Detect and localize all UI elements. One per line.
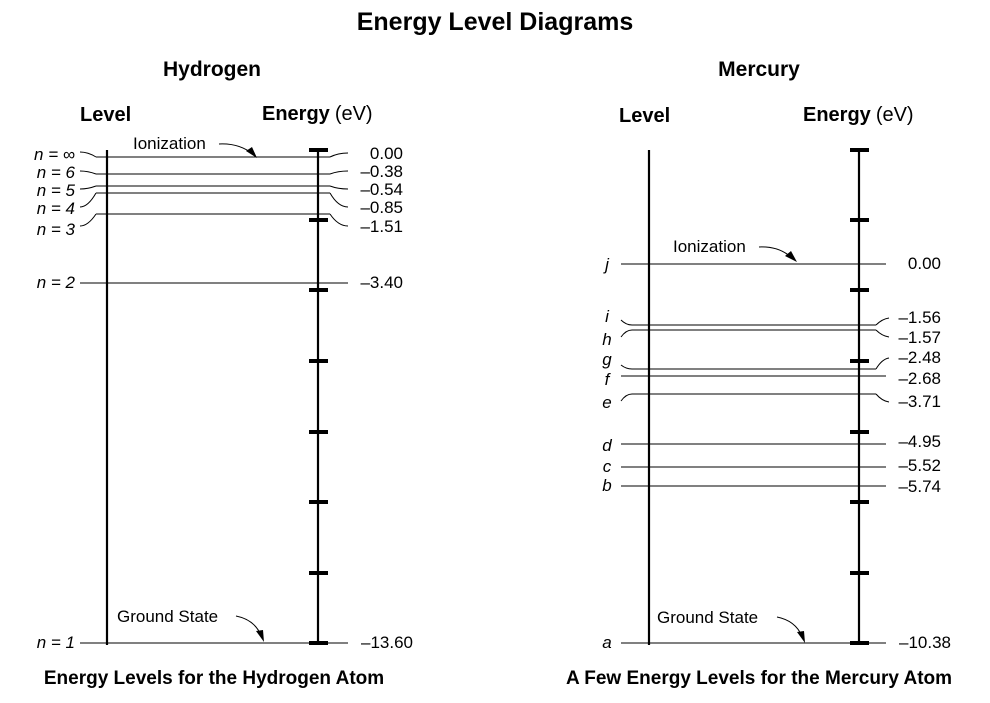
ground-state-arrow-icon (776, 616, 804, 640)
level-energy: –1.51 (360, 217, 403, 236)
mercury-level-b: b –5.74 (602, 476, 941, 496)
level-leader-left (79, 185, 97, 190)
mercury-level-i: i –1.56 (605, 307, 941, 327)
mercury-energy-header: Energy (eV) (803, 104, 914, 126)
mercury-level-h: h –1.57 (602, 328, 941, 349)
hydrogen-energy-word: Energy (262, 103, 331, 125)
ionization-arrowhead-icon (785, 251, 797, 262)
level-leader-left (79, 151, 97, 158)
hydrogen-level-n-6: n = 6 –0.38 (37, 162, 403, 182)
level-energy: 0.00 (370, 144, 403, 163)
level-label: d (602, 436, 612, 455)
hydrogen-caption: Energy Levels for the Hydrogen Atom (44, 668, 384, 689)
hydrogen-level-n-5: n = 5 –0.54 (37, 180, 403, 200)
mercury-level-j: j 0.00 (603, 254, 941, 274)
mercury-diagram: Mercury Level Energy (eV) j 0.00 i –1. (566, 58, 952, 689)
level-leader-left (620, 319, 633, 326)
mercury-ground-state-label: Ground State (657, 608, 758, 627)
hydrogen-level-n-1: n = 1 –13.60 (37, 633, 413, 652)
level-leader-left (620, 393, 633, 402)
level-leader-right (875, 357, 890, 370)
level-label: c (603, 457, 612, 476)
level-leader-right (329, 185, 349, 190)
mercury-level-header: Level (619, 105, 670, 127)
hydrogen-energy-unit: (eV) (335, 103, 373, 125)
hydrogen-ionization-label: Ionization (133, 134, 206, 153)
level-label: n = 2 (37, 273, 76, 292)
mercury-level-c: c –5.52 (603, 456, 941, 476)
hydrogen-level-n-4: n = 4 –0.85 (37, 192, 403, 218)
level-energy: –13.60 (361, 633, 413, 652)
ground-state-arrow-icon (235, 615, 263, 639)
level-label: a (602, 633, 611, 652)
level-energy: –10.38 (899, 633, 951, 652)
level-label: h (602, 330, 611, 349)
level-label: g (602, 350, 612, 369)
level-label: n = ∞ (34, 145, 75, 164)
hydrogen-level-n-3: n = 3 –1.51 (37, 213, 403, 239)
level-label: n = 5 (37, 181, 76, 200)
level-leader-right (875, 317, 890, 326)
hydrogen-title: Hydrogen (163, 58, 261, 81)
ground-state-arrowhead-icon (256, 630, 264, 642)
hydrogen-level-n-2: n = 2 –3.40 (37, 273, 403, 292)
level-leader-right (329, 192, 349, 208)
level-energy: –1.56 (898, 308, 941, 327)
mercury-level-f: f –2.68 (605, 369, 941, 389)
level-leader-right (875, 329, 890, 338)
mercury-level-g: g –2.48 (602, 348, 941, 370)
level-label: e (602, 393, 611, 412)
level-energy: –5.52 (898, 456, 941, 475)
level-energy: –3.71 (898, 392, 941, 411)
level-leader-left (620, 329, 633, 338)
ionization-arrowhead-icon (246, 147, 257, 158)
level-energy: –3.40 (360, 273, 403, 292)
mercury-energy-word: Energy (803, 104, 872, 126)
level-label: i (605, 307, 610, 326)
hydrogen-diagram: Hydrogen Level Energy (eV) n = ∞ 0.00 (34, 58, 413, 689)
level-label: n = 3 (37, 220, 76, 239)
level-leader-left (79, 213, 97, 227)
level-label: j (603, 255, 610, 274)
hydrogen-level-header: Level (80, 104, 131, 126)
page-title: Energy Level Diagrams (357, 8, 634, 36)
level-energy: –0.54 (360, 180, 403, 199)
level-energy: –0.38 (360, 162, 403, 181)
level-label: f (605, 370, 612, 389)
mercury-energy-unit: (eV) (876, 104, 914, 126)
level-leader-left (79, 170, 97, 175)
level-leader-left (620, 364, 633, 370)
ground-state-arrowhead-icon (797, 631, 805, 643)
level-leader-right (329, 152, 349, 158)
mercury-level-d: d –4.95 (602, 432, 941, 455)
level-label: n = 6 (37, 163, 76, 182)
level-label: b (602, 476, 611, 495)
level-label: n = 4 (37, 199, 75, 218)
level-leader-right (329, 170, 349, 175)
level-leader-left (79, 192, 97, 208)
hydrogen-level-n-inf: n = ∞ 0.00 (34, 144, 403, 164)
level-energy: –2.68 (898, 369, 941, 388)
level-energy: –1.57 (898, 328, 941, 347)
mercury-ionization-label: Ionization (673, 237, 746, 256)
hydrogen-energy-header: Energy (eV) (262, 103, 373, 125)
mercury-level-e: e –3.71 (602, 392, 941, 412)
level-energy: –5.74 (898, 477, 941, 496)
level-leader-right (875, 393, 890, 403)
level-label: n = 1 (37, 633, 75, 652)
level-energy: –4.95 (898, 432, 941, 451)
hydrogen-ground-state-label: Ground State (117, 607, 218, 626)
level-energy: 0.00 (908, 254, 941, 273)
level-energy: –0.85 (360, 198, 403, 217)
level-leader-right (329, 213, 349, 227)
mercury-level-a: a –10.38 (602, 633, 951, 652)
mercury-title: Mercury (718, 58, 800, 81)
level-energy: –2.48 (898, 348, 941, 367)
mercury-caption: A Few Energy Levels for the Mercury Atom (566, 668, 952, 689)
